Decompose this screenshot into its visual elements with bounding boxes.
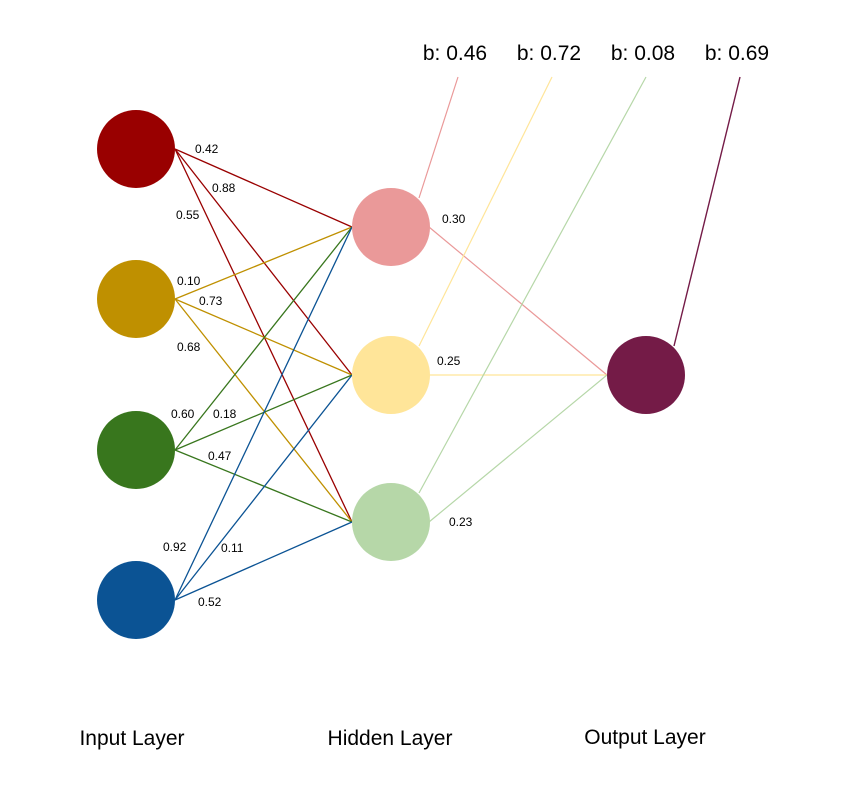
bias-label-hidden-2: b: 0.72 — [517, 42, 581, 65]
bias-labels-group: b: 0.46 b: 0.72 b: 0.08 b: 0.69 — [423, 42, 769, 65]
bias-label-output: b: 0.69 — [705, 42, 769, 65]
weight-label-h1-o: 0.30 — [442, 212, 466, 226]
hidden-node-3 — [352, 483, 430, 561]
edge-input-4-hidden-1 — [174, 226, 353, 601]
edge-input-2-hidden-2 — [174, 298, 353, 376]
edge-input-2-hidden-1 — [174, 226, 353, 300]
bias-label-hidden-3: b: 0.08 — [611, 42, 675, 65]
layer-labels-group: Input Layer Hidden Layer Output Layer — [79, 726, 705, 750]
hidden-node-2 — [352, 336, 430, 414]
edge-input-4-hidden-3 — [174, 521, 353, 601]
edge-input-1-hidden-1 — [174, 148, 353, 228]
weight-label-i2-h3: 0.68 — [177, 340, 201, 354]
weight-label-i4-h1: 0.92 — [163, 540, 187, 554]
weight-label-i3-h2: 0.18 — [213, 407, 237, 421]
edge-input-1-hidden-2 — [174, 148, 353, 376]
edge-input-4-hidden-2 — [174, 374, 353, 601]
edge-hidden-3-output — [428, 374, 608, 523]
weight-label-i1-h3: 0.55 — [176, 208, 200, 222]
edge-input-1-hidden-3 — [174, 148, 353, 523]
bias-line-hidden-3 — [418, 76, 647, 494]
edge-input-3-hidden-3 — [174, 449, 353, 523]
bias-line-hidden-2 — [418, 76, 553, 347]
weight-label-i1-h2: 0.88 — [212, 181, 236, 195]
weight-label-i4-h3: 0.52 — [198, 595, 222, 609]
bias-line-hidden-1 — [418, 76, 459, 199]
weight-label-i3-h3: 0.47 — [208, 449, 232, 463]
input-node-1 — [97, 110, 175, 188]
weight-label-i2-h1: 0.10 — [177, 274, 201, 288]
hidden-node-1 — [352, 188, 430, 266]
input-node-4 — [97, 561, 175, 639]
weight-label-i3-h1: 0.60 — [171, 407, 195, 421]
nodes-group — [97, 110, 685, 639]
weight-label-i1-h1: 0.42 — [195, 142, 219, 156]
bias-label-hidden-1: b: 0.46 — [423, 42, 487, 65]
weight-label-i2-h2: 0.73 — [199, 294, 223, 308]
bias-line-output — [673, 76, 741, 347]
input-node-3 — [97, 411, 175, 489]
input-node-2 — [97, 260, 175, 338]
edges-group — [174, 76, 741, 601]
edge-hidden-1-output — [428, 226, 608, 376]
weight-label-i4-h2: 0.11 — [221, 541, 244, 555]
output-layer-label: Output Layer — [584, 726, 705, 749]
weight-label-h2-o: 0.25 — [437, 354, 461, 368]
weight-labels-group: 0.42 0.88 0.55 0.10 0.73 0.68 0.60 0.18 … — [163, 142, 473, 609]
weight-label-h3-o: 0.23 — [449, 515, 473, 529]
input-layer-label: Input Layer — [79, 727, 184, 750]
hidden-layer-label: Hidden Layer — [328, 727, 453, 750]
edge-input-2-hidden-3 — [174, 298, 353, 523]
edge-input-3-hidden-1 — [174, 226, 353, 451]
output-node-1 — [607, 336, 685, 414]
